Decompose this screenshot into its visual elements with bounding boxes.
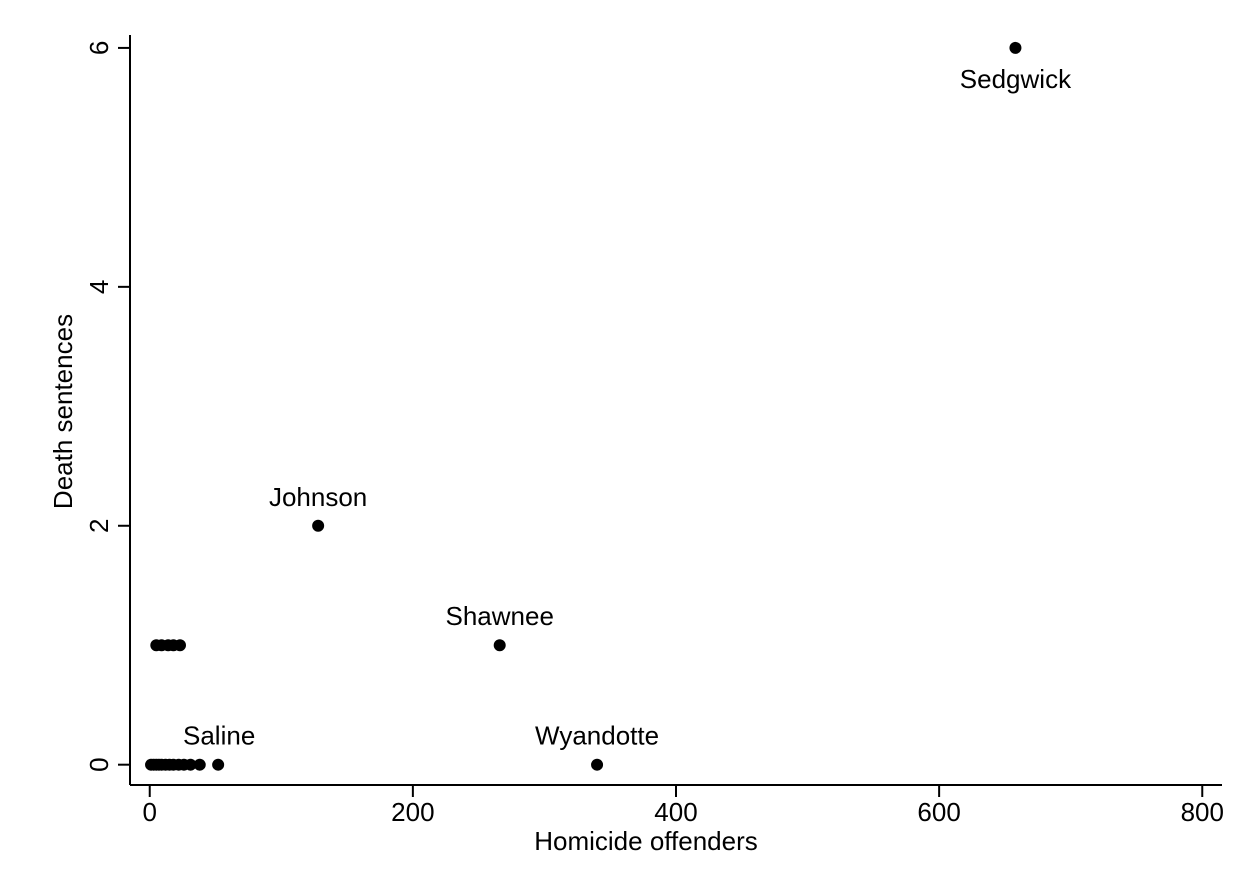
point-label: Sedgwick: [960, 64, 1072, 94]
x-axis-ticks: 0 200 400 600 800: [143, 785, 1224, 827]
y-tick-label: 6: [84, 41, 114, 55]
y-axis-ticks: 0 2 4 6: [84, 41, 130, 772]
y-axis-title: Death sentences: [48, 314, 78, 509]
data-point: [312, 519, 325, 532]
data-points: [145, 41, 1022, 771]
axes: 0 200 400 600 800 0 2 4 6: [84, 35, 1224, 827]
point-label: Johnson: [269, 482, 367, 512]
data-point: [173, 639, 186, 652]
x-tick-label: 200: [391, 797, 434, 827]
x-tick-label: 800: [1181, 797, 1224, 827]
point-label: Saline: [183, 721, 255, 751]
data-point: [193, 758, 206, 771]
x-tick-label: 400: [654, 797, 697, 827]
y-tick-label: 2: [84, 519, 114, 533]
data-point: [184, 758, 197, 771]
x-tick-label: 0: [143, 797, 157, 827]
y-tick-label: 0: [84, 757, 114, 771]
point-label: Wyandotte: [535, 721, 659, 751]
data-point: [212, 758, 225, 771]
point-labels: Saline Wyandotte Shawnee Johnson Sedgwick: [183, 64, 1072, 751]
x-axis-title: Homicide offenders: [534, 826, 758, 856]
y-tick-label: 4: [84, 280, 114, 294]
data-point: [591, 758, 604, 771]
point-label: Shawnee: [445, 601, 553, 631]
data-point: [493, 639, 506, 652]
data-point: [1009, 41, 1022, 54]
x-tick-label: 600: [917, 797, 960, 827]
